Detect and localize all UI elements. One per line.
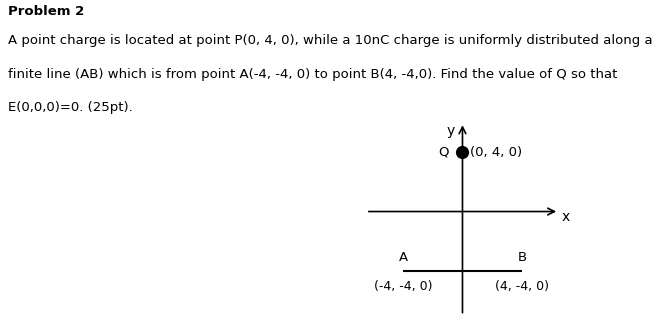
Text: B: B bbox=[518, 251, 527, 263]
Text: E(0,0,0)=0. (25pt).: E(0,0,0)=0. (25pt). bbox=[8, 101, 133, 114]
Text: (0, 4, 0): (0, 4, 0) bbox=[470, 146, 522, 158]
Text: y: y bbox=[447, 124, 455, 138]
Text: Q: Q bbox=[439, 146, 449, 158]
Text: Problem 2: Problem 2 bbox=[8, 5, 84, 18]
Point bbox=[457, 149, 468, 155]
Text: A: A bbox=[398, 251, 407, 263]
Text: finite line (AB) which is from point A(-4, -4, 0) to point B(4, -4,0). Find the : finite line (AB) which is from point A(-… bbox=[8, 68, 617, 80]
Text: (4, -4, 0): (4, -4, 0) bbox=[495, 280, 549, 293]
Text: A point charge is located at point P(0, 4, 0), while a 10nC charge is uniformly : A point charge is located at point P(0, … bbox=[8, 34, 653, 47]
Text: (-4, -4, 0): (-4, -4, 0) bbox=[374, 280, 432, 293]
Text: x: x bbox=[562, 210, 569, 224]
